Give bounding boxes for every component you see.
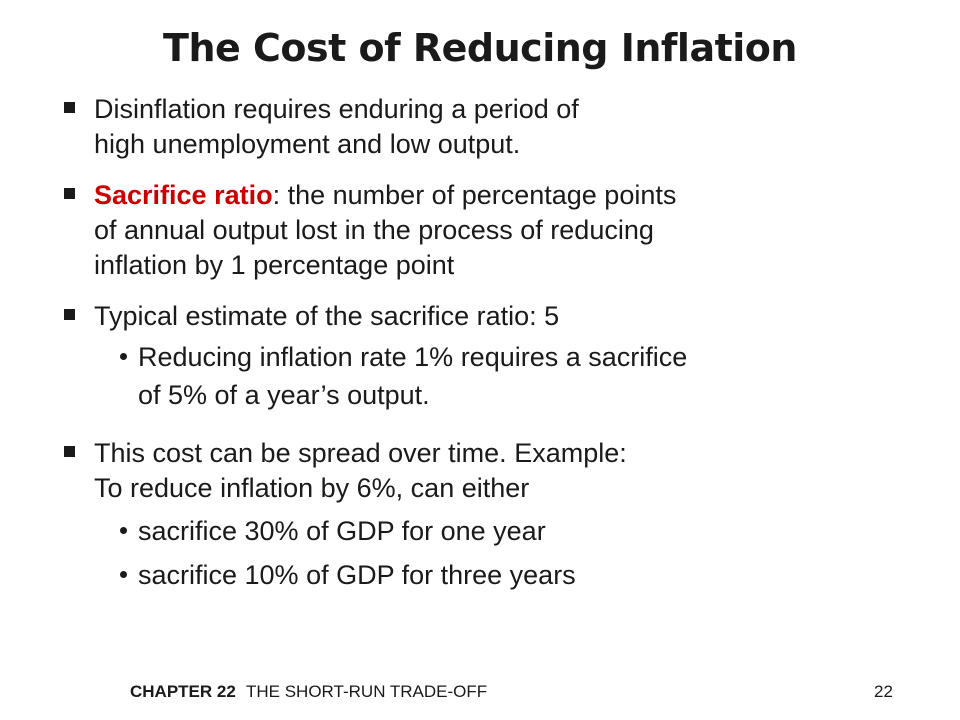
bullet-line: To reduce inflation by 6%, can either (94, 473, 530, 503)
sub-bullet-line: Reducing inflation rate 1% requires a sa… (138, 342, 688, 372)
bullet-list: Disinflation requires enduring a period … (58, 92, 938, 594)
bullet-line: Sacrifice ratio: the number of percentag… (94, 178, 938, 213)
bullet-sacrifice-ratio: Sacrifice ratio: the number of percentag… (58, 178, 938, 283)
square-bullet-icon (64, 102, 75, 113)
term-definition: : the number of percentage points (272, 180, 677, 210)
slide-title: The Cost of Reducing Inflation (163, 26, 797, 70)
square-bullet-icon (64, 309, 75, 320)
dot-bullet-icon (120, 571, 127, 578)
sub-bullet-three-years: sacrifice 10% of GDP for three years (58, 556, 938, 594)
footer-topic: THE SHORT-RUN TRADE-OFF (246, 682, 488, 701)
bullet-typical-estimate: Typical estimate of the sacrifice ratio:… (58, 299, 938, 334)
footer-chapter: CHAPTER 22 (130, 682, 236, 701)
sub-bullet-reducing: Reducing inflation rate 1% requires a sa… (58, 338, 938, 414)
dot-bullet-icon (120, 353, 127, 360)
bullet-line: Typical estimate of the sacrifice ratio:… (94, 301, 560, 331)
sub-bullet-line: of 5% of a year’s output. (138, 380, 430, 410)
dot-bullet-icon (120, 527, 127, 534)
bullet-line: inflation by 1 percentage point (94, 250, 455, 280)
sub-bullet-line: sacrifice 10% of GDP for three years (138, 560, 576, 590)
slide-footer: CHAPTER 22 THE SHORT-RUN TRADE-OFF 22 (0, 678, 960, 706)
square-bullet-icon (64, 446, 75, 457)
sub-bullet-one-year: sacrifice 30% of GDP for one year (58, 512, 938, 550)
bullet-line: This cost can be spread over time. Examp… (94, 438, 627, 468)
sub-bullet-line: sacrifice 30% of GDP for one year (138, 516, 546, 546)
bullet-line: of annual output lost in the process of … (94, 215, 654, 245)
page-number: 22 (874, 682, 893, 701)
square-bullet-icon (64, 188, 75, 199)
bullet-line: high unemployment and low output. (94, 129, 521, 159)
term-sacrifice-ratio: Sacrifice ratio (94, 180, 273, 210)
bullet-disinflation: Disinflation requires enduring a period … (58, 92, 938, 162)
bullet-line: Disinflation requires enduring a period … (94, 94, 579, 124)
bullet-cost-spread: This cost can be spread over time. Examp… (58, 436, 938, 506)
